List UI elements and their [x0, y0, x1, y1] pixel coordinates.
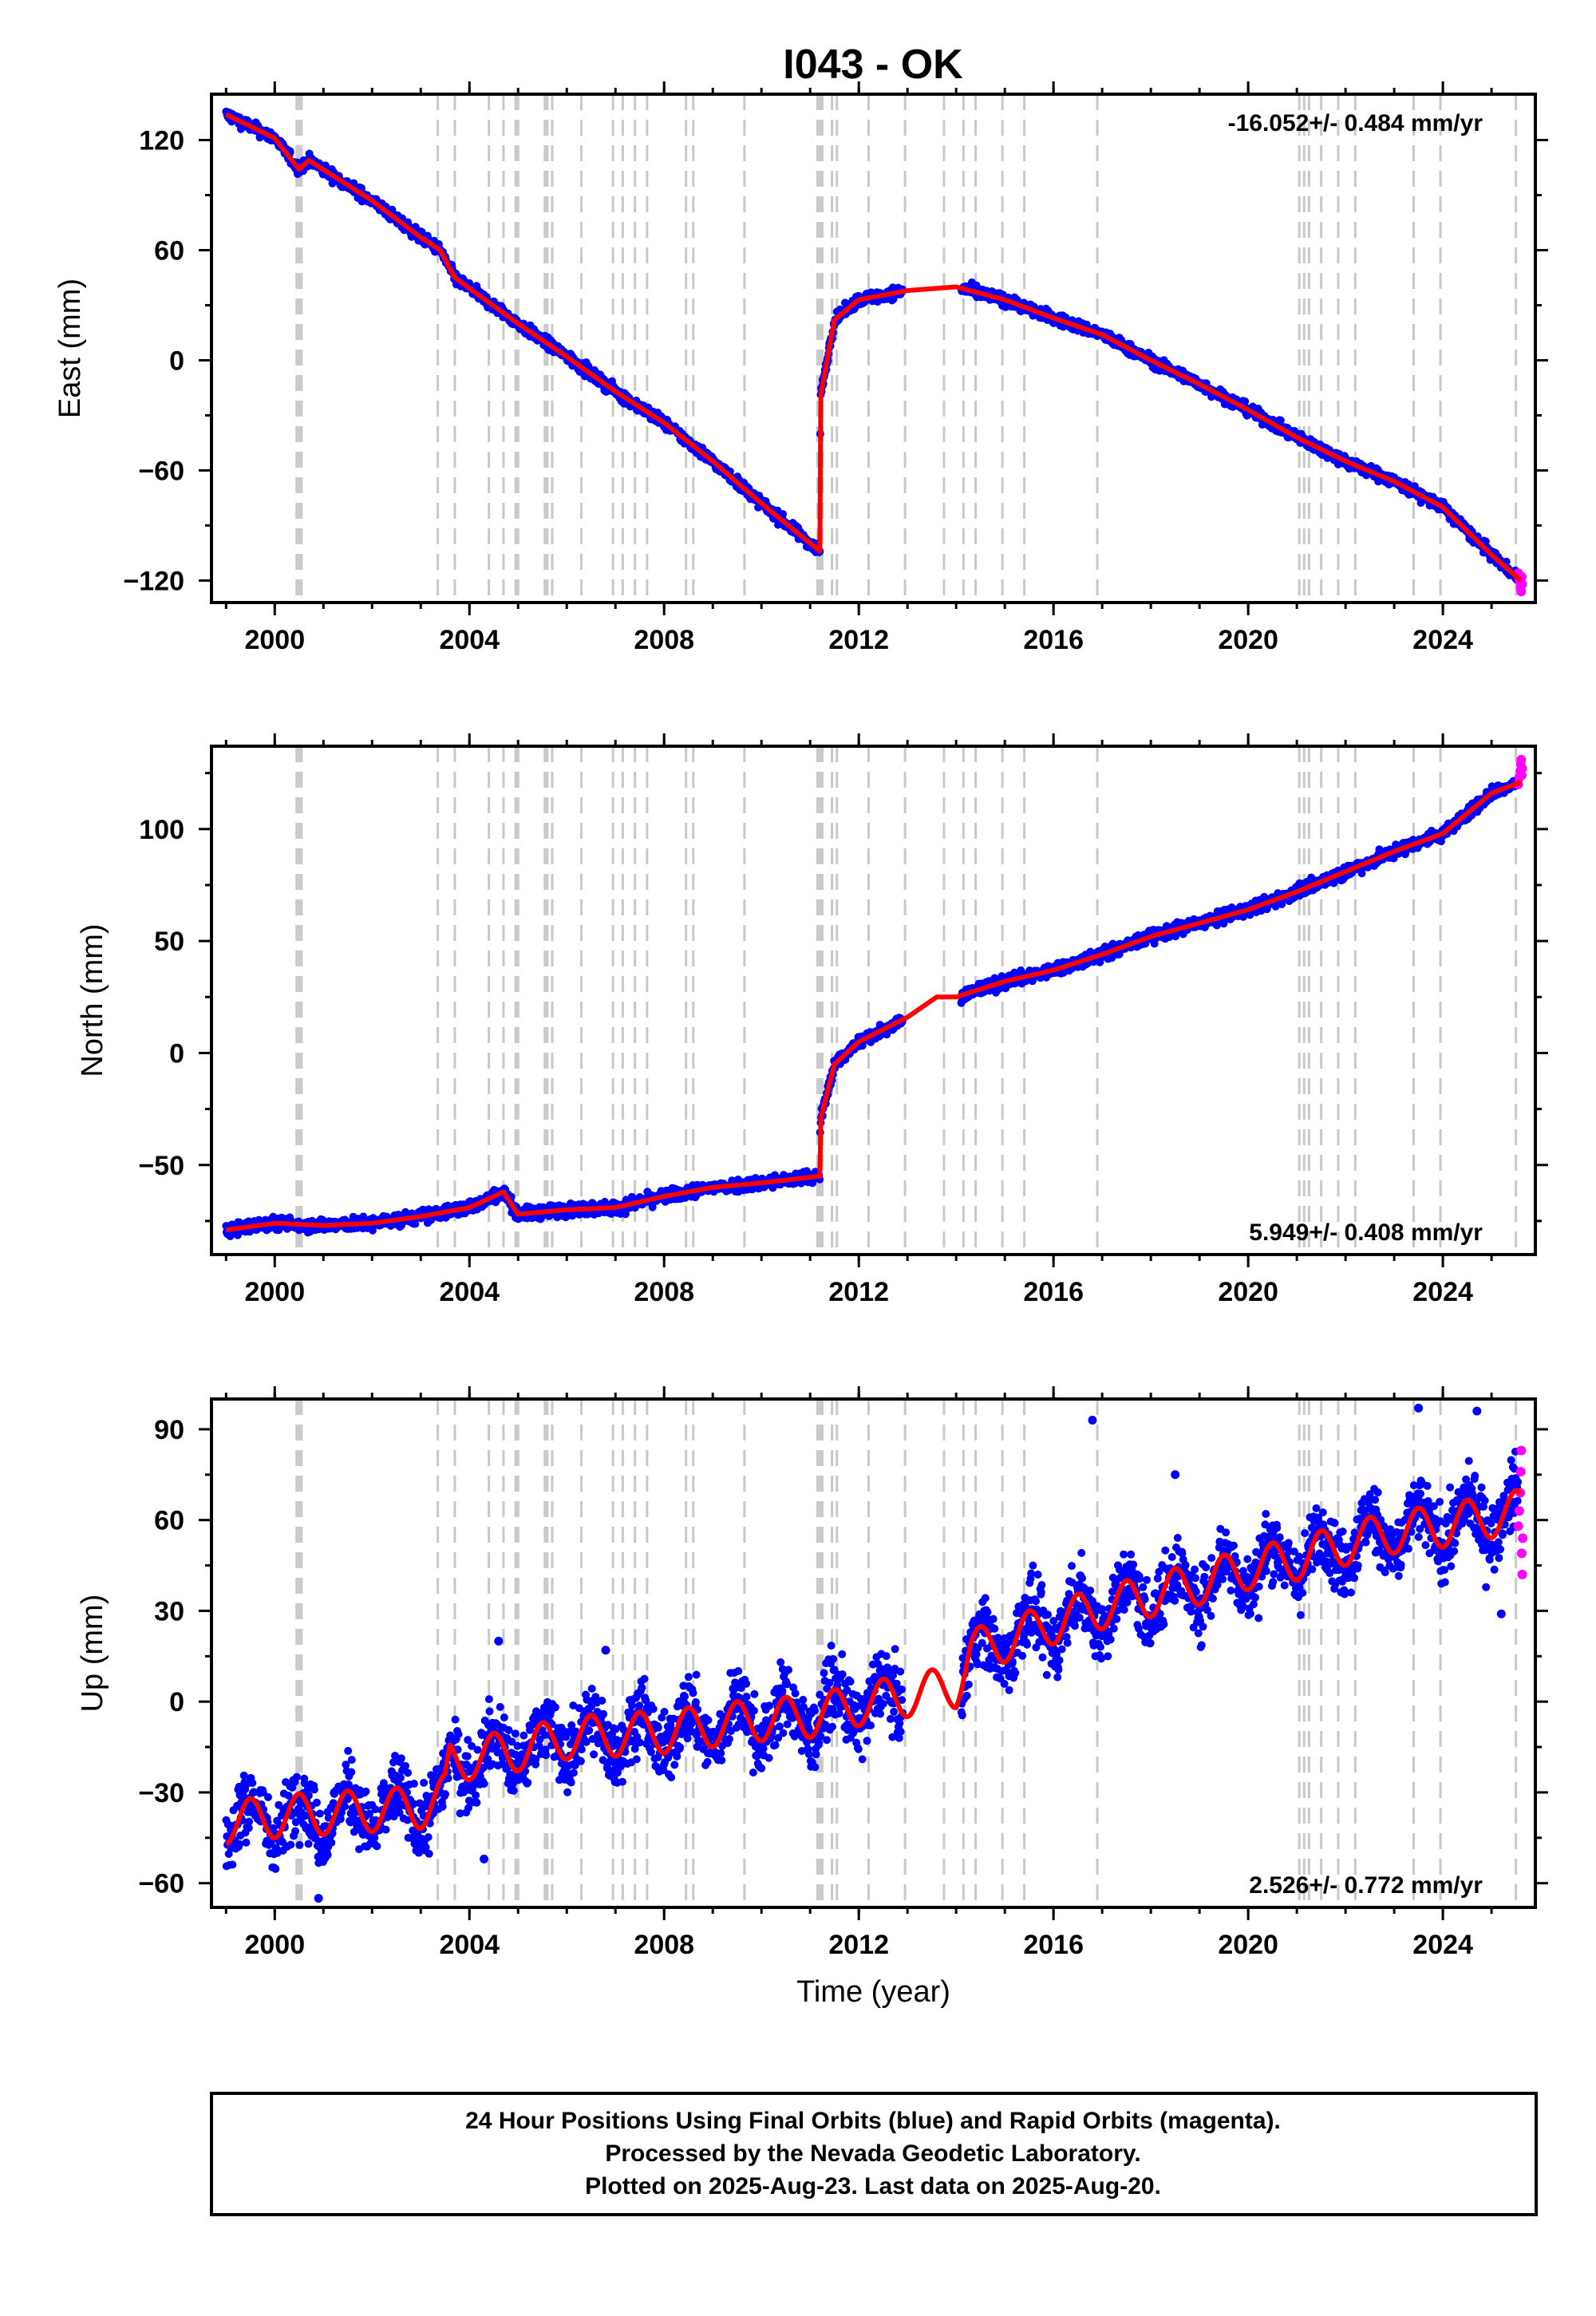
panel-north: 2000 2004 2008 2012 2016 2020 2024−50050100Nor…	[76, 733, 1548, 1307]
y-tick-label: −60	[138, 456, 184, 486]
final-orbit-points-east	[222, 107, 1523, 584]
data-point-east-2155	[1276, 416, 1285, 425]
x-tick-label: 2020	[1218, 625, 1278, 655]
y-tick-label: 120	[139, 125, 184, 156]
data-point-east-2078	[1241, 397, 1250, 405]
y-tick-label: 60	[154, 235, 184, 266]
final-orbit-points-north	[222, 777, 1523, 1240]
x-tick-label: 2000	[244, 625, 305, 655]
y-tick-label: −120	[123, 566, 184, 596]
x-tick-label: 2012	[828, 625, 889, 655]
plot-area-east	[222, 94, 1527, 603]
x-tick-label: 2004	[439, 625, 500, 655]
panel-east: 2000 2004 2008 2012 2016 2020 2024 −120 −60 0 60 12…	[53, 81, 1548, 655]
model-curve-east	[224, 112, 1523, 583]
x-tick-label: 2024	[1412, 625, 1473, 655]
panels: 2000 2004 2008 2012 2016 2020 2024 −120 −60 0 60 12…	[53, 81, 1548, 2009]
x-tick-label: 2016	[1023, 625, 1084, 655]
y-tick-label: 0	[169, 346, 184, 376]
x-tick-label: 2008	[634, 625, 694, 655]
velocity-annotation: -16.052+/- 0.484 mm/yr	[1228, 110, 1483, 136]
plot-area-north	[222, 746, 1527, 1255]
plot-frame-east	[210, 93, 1537, 604]
figure-title: I043 - OK	[783, 41, 963, 88]
data-point-east-1204	[779, 510, 788, 519]
y-axis-label: East (mm)	[53, 279, 87, 418]
